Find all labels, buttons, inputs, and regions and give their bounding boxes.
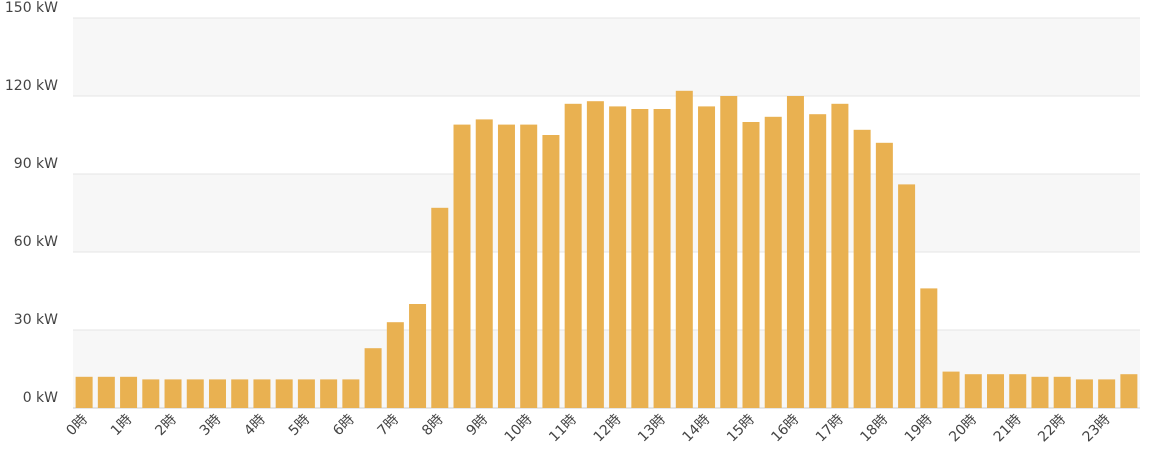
bar: [586, 101, 604, 408]
x-tick-label: 18時: [857, 412, 891, 446]
x-tick-label: 15時: [724, 412, 758, 446]
bar: [409, 304, 427, 408]
bar: [853, 129, 871, 409]
x-tick-label: 4時: [241, 412, 269, 440]
bar: [431, 207, 449, 408]
x-tick-label: 12時: [591, 412, 625, 446]
bar: [231, 379, 249, 408]
bar: [497, 124, 515, 408]
bar: [297, 379, 315, 408]
bar: [386, 322, 404, 408]
x-tick-label: 11時: [546, 412, 580, 446]
x-tick-label: 16時: [768, 412, 802, 446]
bar: [342, 379, 360, 408]
x-tick-label: 10時: [502, 412, 536, 446]
bar: [609, 106, 627, 409]
bar: [653, 109, 671, 408]
x-tick-label: 1時: [108, 412, 136, 440]
plot-band: [73, 18, 1140, 96]
bar: [475, 119, 493, 409]
bar: [186, 379, 204, 408]
bar: [120, 376, 138, 408]
y-tick-label: 0 kW: [23, 390, 58, 406]
bar: [453, 124, 471, 408]
bar: [1031, 376, 1049, 408]
x-tick-label: 17時: [813, 412, 847, 446]
x-tick-label: 23時: [1080, 412, 1114, 446]
bar: [1075, 379, 1093, 408]
bar: [698, 106, 716, 409]
bar: [520, 124, 538, 408]
x-tick-label: 22時: [1035, 412, 1069, 446]
bar: [920, 288, 938, 408]
y-tick-label: 90 kW: [14, 156, 58, 172]
y-tick-label: 150 kW: [5, 0, 58, 16]
bar: [564, 103, 582, 409]
bar: [720, 96, 738, 408]
x-tick-label: 7時: [375, 412, 403, 440]
x-tick-label: 19時: [902, 412, 936, 446]
x-tick-label: 2時: [152, 412, 180, 440]
bar: [1120, 374, 1138, 408]
bar: [364, 348, 382, 408]
bar: [942, 371, 960, 408]
bar: [164, 379, 182, 408]
y-tick-label: 120 kW: [5, 78, 58, 94]
x-tick-label: 3時: [197, 412, 225, 440]
x-tick-label: 5時: [286, 412, 314, 440]
bar: [875, 142, 893, 409]
y-tick-label: 60 kW: [14, 234, 58, 250]
plot-band: [73, 174, 1140, 252]
bar: [987, 374, 1005, 408]
bar: [542, 135, 560, 408]
bar: [631, 109, 649, 408]
bar: [742, 122, 760, 408]
bar: [831, 103, 849, 409]
bar: [786, 96, 804, 408]
bar: [764, 116, 782, 409]
bar: [1009, 374, 1027, 408]
x-tick-label: 6時: [330, 412, 358, 440]
bar: [1098, 379, 1116, 408]
bar: [208, 379, 226, 408]
bar: [320, 379, 338, 408]
bar: [898, 184, 916, 408]
x-tick-label: 20時: [946, 412, 980, 446]
x-tick-label: 9時: [464, 412, 492, 440]
bar: [253, 379, 271, 408]
bar: [142, 379, 160, 408]
x-tick-label: 0時: [63, 412, 91, 440]
x-tick-label: 8時: [419, 412, 447, 440]
x-tick-label: 21時: [991, 412, 1025, 446]
plot-band: [73, 330, 1140, 408]
y-tick-label: 30 kW: [14, 312, 58, 328]
x-tick-label: 13時: [635, 412, 669, 446]
bar: [75, 376, 93, 408]
bar: [275, 379, 293, 408]
bar: [809, 114, 827, 408]
x-tick-label: 14時: [680, 412, 714, 446]
bar: [1053, 376, 1071, 408]
bar: [97, 376, 115, 408]
bar: [675, 90, 693, 409]
bar: [964, 374, 982, 408]
